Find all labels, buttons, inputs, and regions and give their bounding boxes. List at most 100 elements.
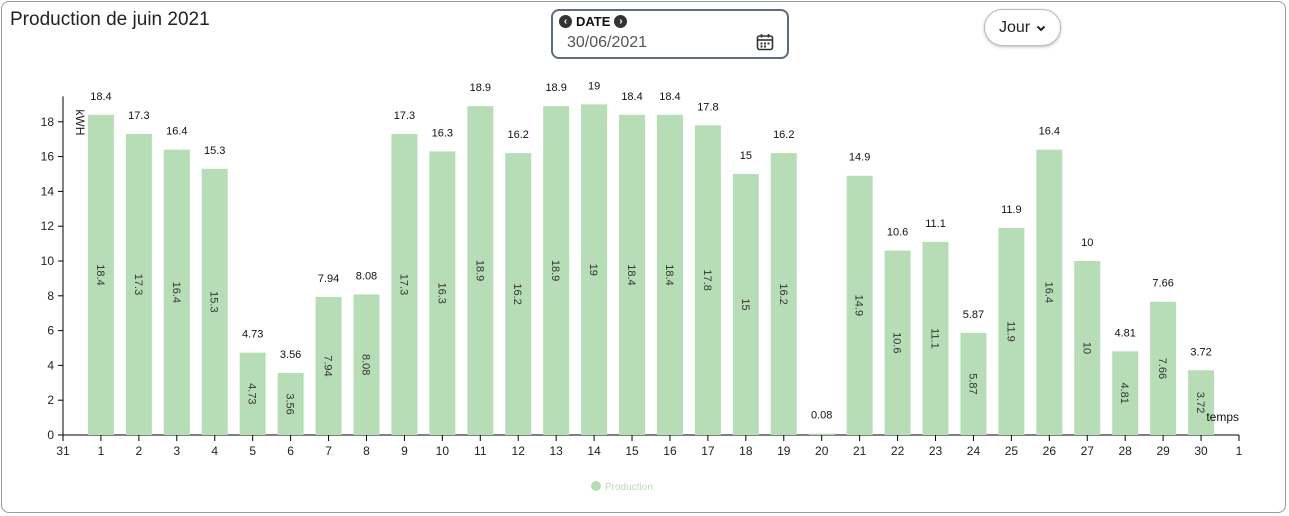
bar-value-label: 7.66 bbox=[1152, 278, 1173, 290]
bar-value-label: 16.2 bbox=[773, 129, 794, 141]
date-input[interactable] bbox=[565, 33, 749, 53]
bar-inner-label: 16.4 bbox=[170, 282, 182, 303]
bar bbox=[543, 106, 570, 435]
bar-inner-label: 18.4 bbox=[663, 264, 675, 285]
legend-marker bbox=[591, 481, 601, 491]
bar bbox=[125, 133, 152, 436]
bar bbox=[239, 352, 266, 435]
period-select-label: Jour bbox=[998, 18, 1031, 36]
bar-value-label: 18.4 bbox=[90, 91, 111, 103]
bar bbox=[846, 175, 873, 436]
bar bbox=[619, 114, 646, 435]
x-tick-label: 21 bbox=[853, 444, 867, 458]
x-tick-label: 10 bbox=[436, 444, 450, 458]
x-tick-label: 13 bbox=[549, 444, 563, 458]
x-tick-label: 26 bbox=[1043, 444, 1057, 458]
bar-inner-label: 3.72 bbox=[1194, 392, 1206, 413]
x-axis-label: temps bbox=[1206, 410, 1239, 424]
bar bbox=[1112, 351, 1139, 435]
period-select-button[interactable]: Jour bbox=[984, 9, 1061, 46]
bar-value-label: 3.56 bbox=[280, 349, 301, 361]
bar bbox=[505, 153, 532, 435]
y-tick-label: 2 bbox=[47, 393, 54, 407]
bar bbox=[922, 241, 949, 435]
x-tick-label: 16 bbox=[663, 444, 677, 458]
bar bbox=[467, 106, 494, 435]
bar-inner-label: 7.94 bbox=[322, 355, 334, 376]
bar bbox=[201, 168, 228, 435]
x-tick-label: 14 bbox=[587, 444, 601, 458]
bar bbox=[1150, 301, 1177, 435]
bar bbox=[998, 227, 1025, 435]
bar-inner-label: 11.1 bbox=[929, 328, 941, 349]
x-tick-label: 3 bbox=[173, 444, 180, 458]
bar-value-label: 15 bbox=[740, 150, 752, 162]
bar-value-label: 10 bbox=[1081, 237, 1093, 249]
bar-value-label: 19 bbox=[588, 80, 600, 92]
bar-value-label: 11.1 bbox=[925, 218, 946, 230]
bar-value-label: 11.9 bbox=[1001, 204, 1022, 216]
x-tick-label: 24 bbox=[967, 444, 981, 458]
x-tick-label: 1 bbox=[98, 444, 105, 458]
bar-value-label: 3.72 bbox=[1190, 346, 1211, 358]
bar-inner-label: 10 bbox=[1080, 342, 1092, 354]
bar-inner-label: 4.81 bbox=[1118, 382, 1130, 403]
legend-label: Production bbox=[605, 482, 653, 493]
bar bbox=[353, 294, 380, 435]
x-tick-label: 23 bbox=[929, 444, 943, 458]
bar bbox=[770, 153, 797, 435]
x-tick-label: 9 bbox=[401, 444, 408, 458]
bar-value-label: 0.08 bbox=[811, 410, 832, 422]
bar-value-label: 4.81 bbox=[1114, 327, 1135, 339]
x-tick-label: 11 bbox=[474, 444, 487, 458]
bar-inner-label: 16.4 bbox=[1042, 282, 1054, 303]
bar-value-label: 16.4 bbox=[1039, 126, 1060, 138]
x-tick-label: 31 bbox=[56, 444, 70, 458]
bar-inner-label: 16.2 bbox=[511, 283, 523, 304]
bar-inner-label: 15 bbox=[739, 298, 751, 310]
x-tick-label: 22 bbox=[891, 444, 905, 458]
bar bbox=[960, 332, 987, 435]
bar-value-label: 7.94 bbox=[318, 273, 339, 285]
chevron-down-icon bbox=[1036, 25, 1046, 31]
bar-value-label: 10.6 bbox=[887, 227, 908, 239]
bar-value-label: 4.73 bbox=[242, 329, 263, 341]
chevron-left-circle-icon[interactable]: ‹ bbox=[559, 15, 572, 28]
x-tick-label: 15 bbox=[625, 444, 639, 458]
page-title: Production de juin 2021 bbox=[10, 9, 210, 30]
x-tick-label: 19 bbox=[777, 444, 791, 458]
x-tick-label: 28 bbox=[1119, 444, 1133, 458]
x-tick-label: 30 bbox=[1194, 444, 1208, 458]
bar bbox=[391, 133, 418, 436]
bar-value-label: 18.4 bbox=[659, 91, 680, 103]
chevron-right-circle-icon[interactable]: › bbox=[614, 15, 628, 28]
bar-value-label: 5.87 bbox=[963, 309, 984, 321]
bar-inner-label: 4.73 bbox=[246, 383, 258, 404]
bar-value-label: 16.4 bbox=[166, 126, 187, 138]
bar-inner-label: 16.3 bbox=[435, 282, 447, 303]
y-tick-label: 8 bbox=[47, 289, 54, 303]
bar-inner-label: 18.4 bbox=[625, 264, 637, 285]
x-tick-label: 8 bbox=[363, 444, 370, 458]
bar bbox=[163, 149, 190, 435]
y-tick-label: 14 bbox=[41, 184, 55, 198]
y-tick-label: 10 bbox=[41, 254, 55, 268]
bar-inner-label: 3.56 bbox=[284, 393, 296, 414]
bar-value-label: 15.3 bbox=[204, 145, 225, 157]
bar bbox=[581, 104, 608, 436]
date-picker: ‹ DATE › bbox=[551, 9, 789, 59]
bar-inner-label: 17.3 bbox=[132, 274, 144, 295]
date-label: DATE bbox=[576, 14, 611, 29]
calendar-icon[interactable] bbox=[756, 33, 774, 51]
bar bbox=[277, 373, 304, 435]
bar-inner-label: 18.9 bbox=[473, 260, 485, 281]
bar bbox=[694, 125, 721, 435]
y-tick-label: 16 bbox=[41, 150, 55, 164]
y-tick-label: 12 bbox=[41, 219, 55, 233]
bar-value-label: 18.9 bbox=[545, 82, 566, 94]
bar bbox=[656, 114, 683, 435]
bar-value-label: 17.8 bbox=[697, 101, 718, 113]
bar-value-label: 8.08 bbox=[356, 270, 377, 282]
x-tick-label: 27 bbox=[1081, 444, 1095, 458]
